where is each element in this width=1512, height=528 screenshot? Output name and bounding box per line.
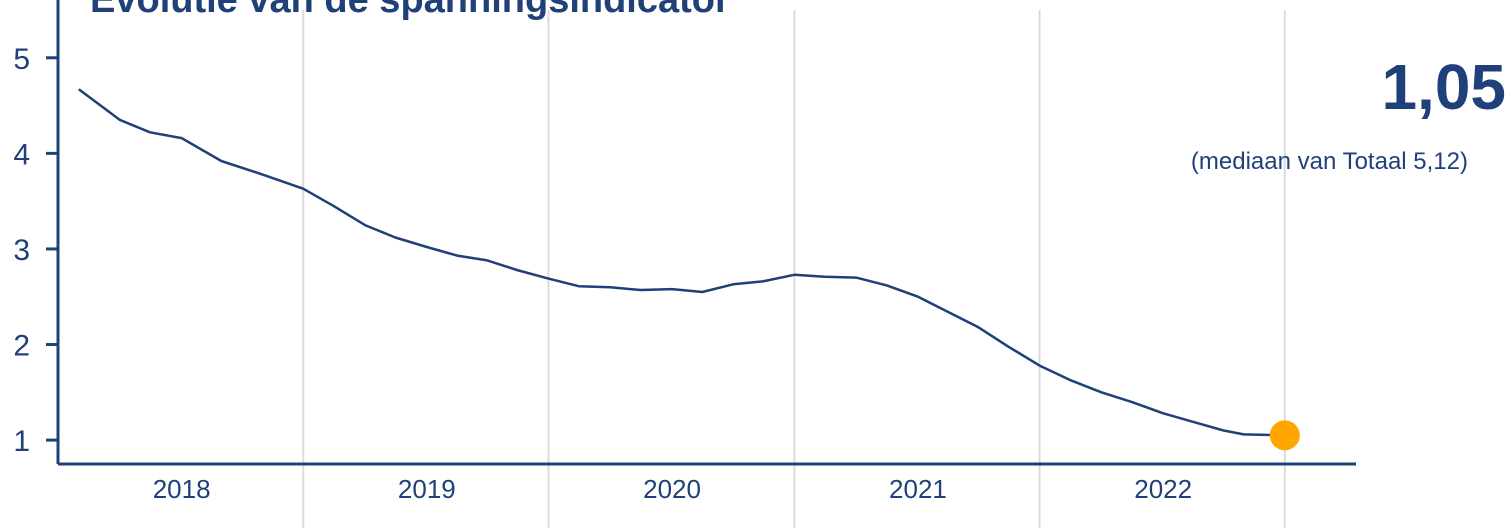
x-tick-label: 2022 — [1134, 474, 1192, 504]
y-tick-label: 5 — [13, 43, 30, 76]
x-axis: 2018 2019 2020 2021 2022 — [58, 462, 1356, 504]
x-tick-label: 2020 — [643, 474, 701, 504]
y-axis: 1 2 3 4 5 — [13, 0, 60, 464]
chart-title: Evolutie van de spanningsindicator — [90, 0, 730, 21]
y-tick-label: 2 — [13, 330, 30, 363]
marker-group — [1269, 420, 1300, 451]
series-line-0 — [78, 88, 1285, 437]
gridlines — [302, 10, 1286, 528]
x-tick-label: 2018 — [153, 474, 211, 504]
y-tick-label: 4 — [13, 138, 30, 171]
median-note: (mediaan van Totaal 5,12) — [1190, 148, 1468, 175]
y-tick-label: 1 — [13, 425, 30, 458]
y-tick-label: 3 — [13, 234, 30, 267]
current-value-marker — [1269, 420, 1300, 451]
x-tick-label: 2019 — [398, 474, 456, 504]
current-value: 1,05 — [1381, 51, 1506, 123]
x-tick-label: 2021 — [889, 474, 947, 504]
series-group — [78, 88, 1285, 437]
